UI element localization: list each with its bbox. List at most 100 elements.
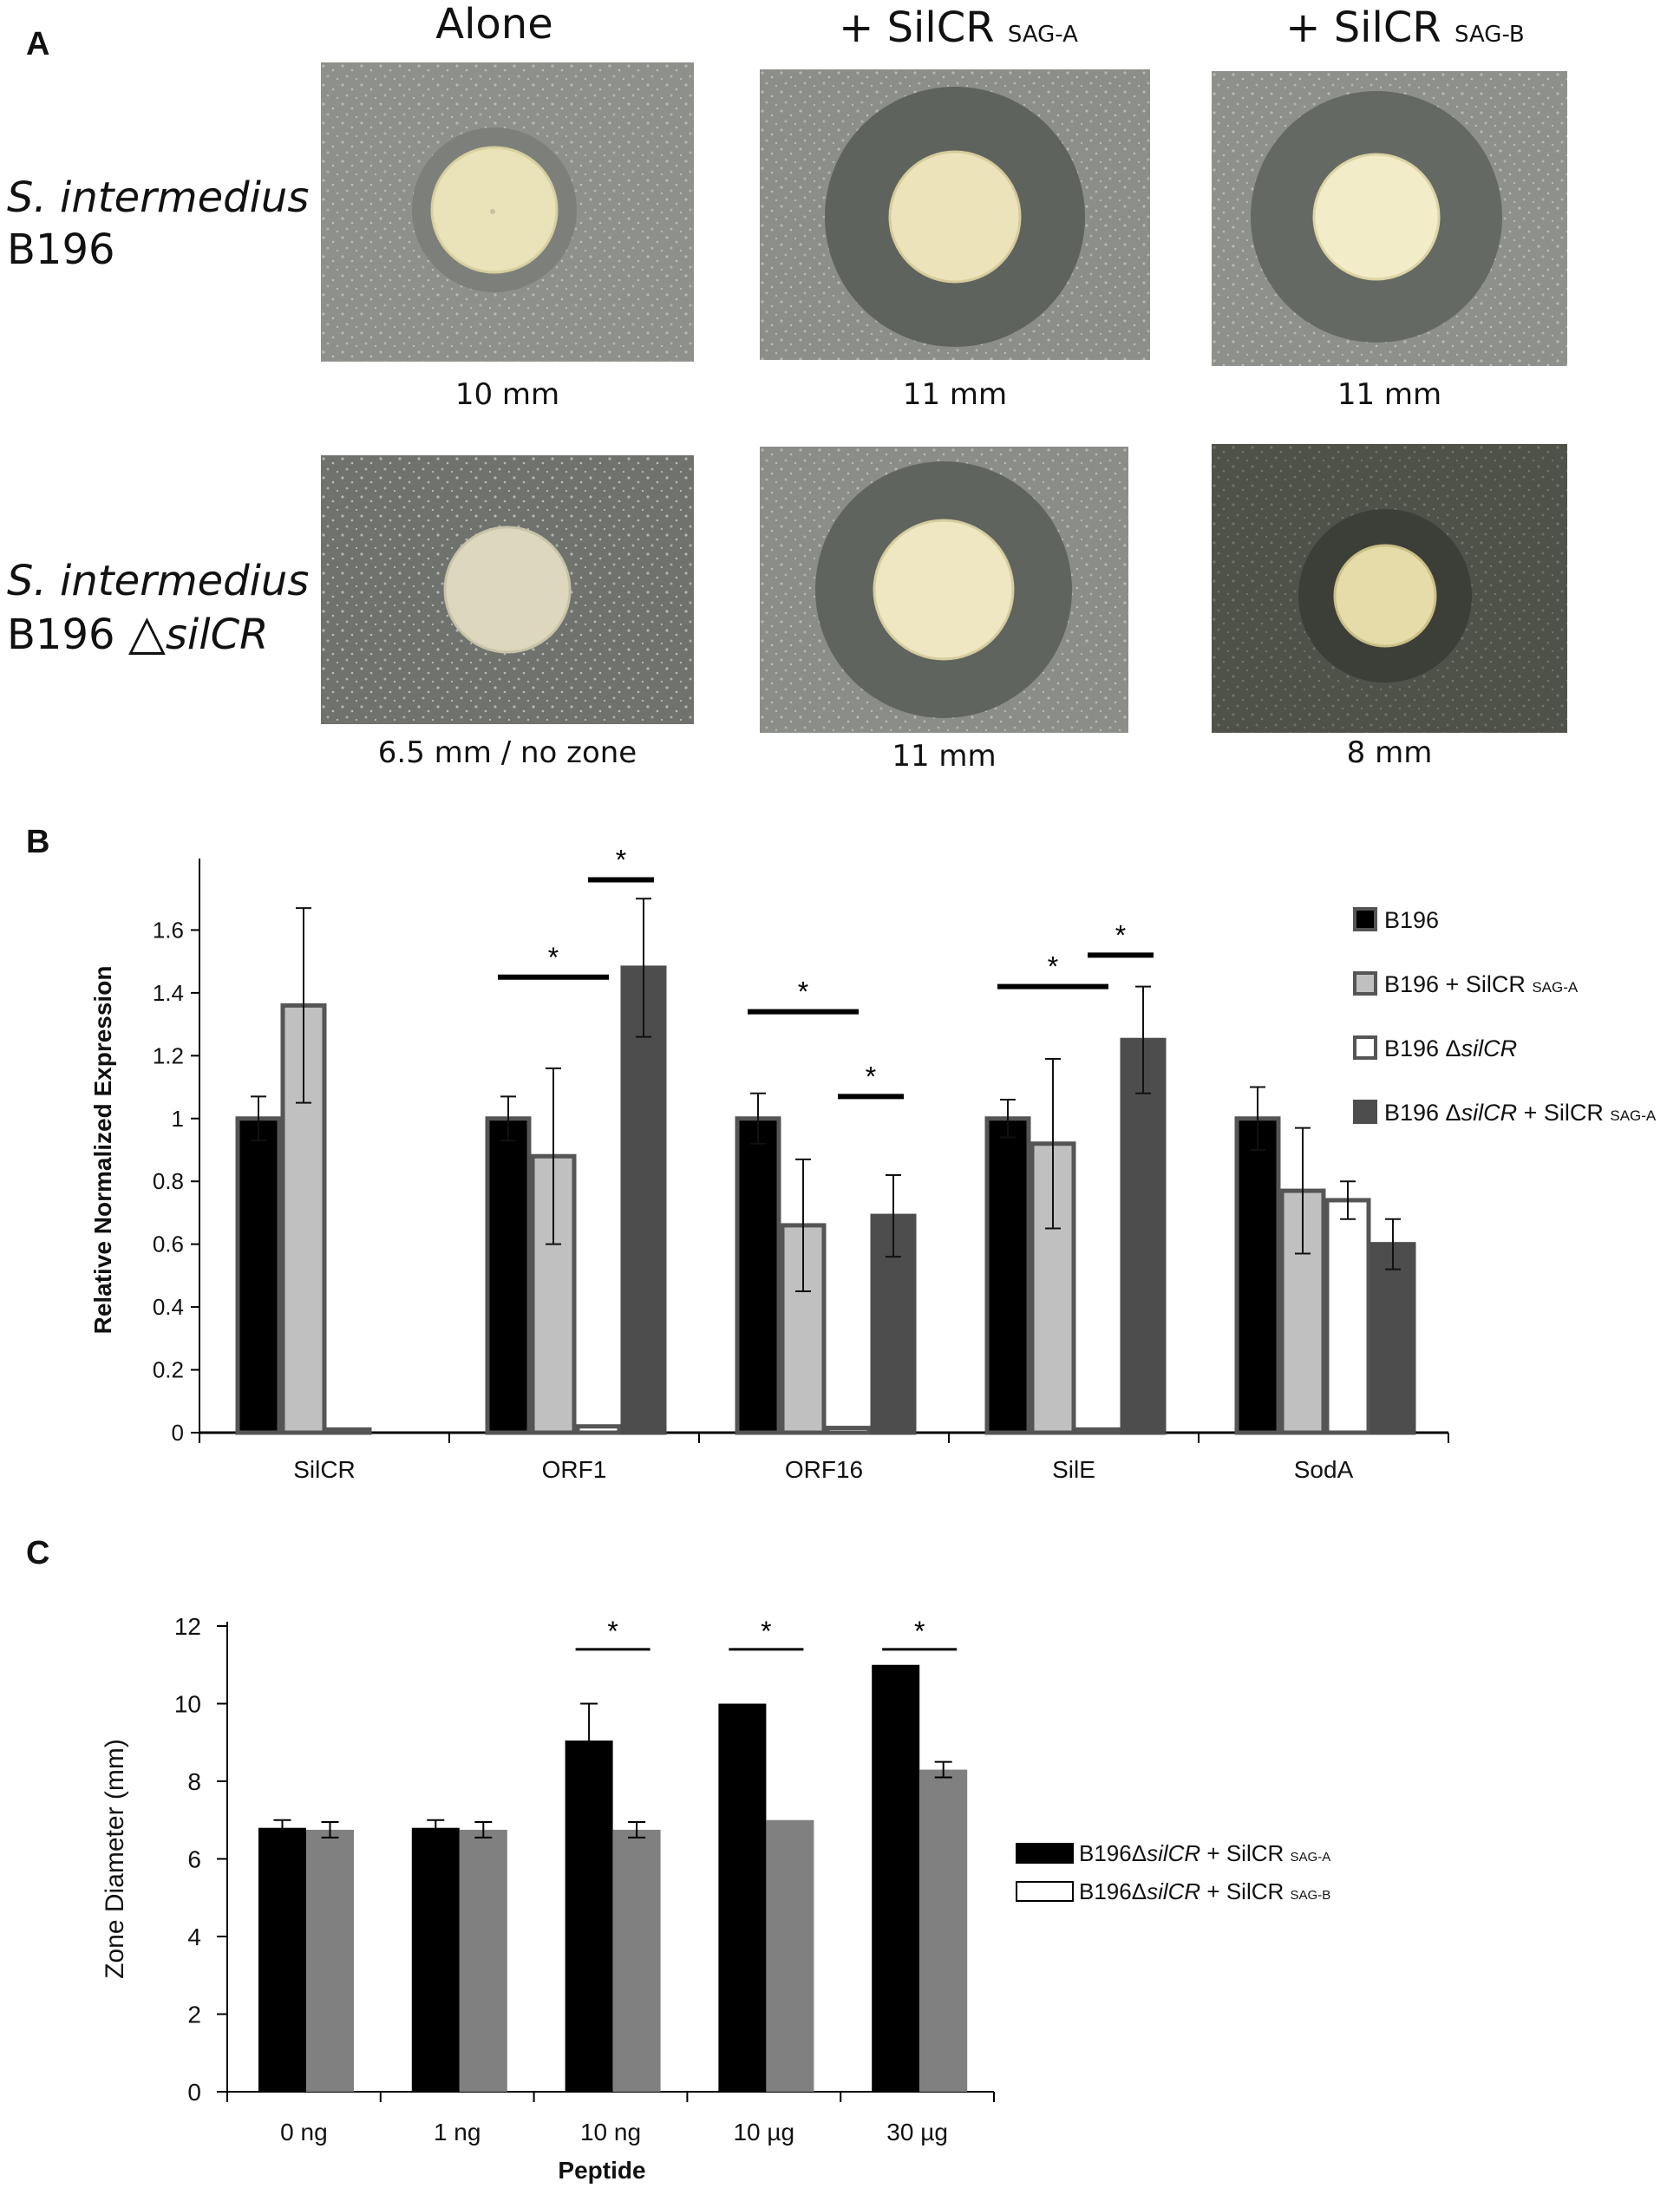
column-header-sag-a: + SilCR SAG-A [839, 3, 1078, 52]
column-header-sag-b: + SilCR SAG-B [1285, 3, 1525, 52]
bar [1120, 1037, 1167, 1435]
legend-label: B196 + SilCR SAG-A [1384, 971, 1579, 997]
y-tick-label: 2 [187, 2002, 201, 2028]
bar [459, 1829, 507, 2092]
significance-star: * [607, 1616, 618, 1647]
x-tick-label: 10 ng [580, 2119, 641, 2146]
bar [1324, 1198, 1371, 1435]
significance-star: * [548, 942, 559, 973]
plate-wt-alone [321, 62, 694, 362]
x-tick-label: SilE [1052, 1456, 1095, 1483]
legend-swatch [1016, 1881, 1074, 1902]
legend-swatch [1353, 971, 1377, 996]
y-tick-label: 0 [187, 2079, 201, 2106]
panel-a-letter: A [26, 26, 50, 62]
legend-swatch [1353, 907, 1377, 931]
legend-swatch [1016, 1843, 1074, 1864]
x-tick-label: SodA [1294, 1456, 1354, 1483]
bar [485, 1116, 532, 1435]
x-tick-label: 1 ng [434, 2119, 481, 2146]
plate-wt-sag-a-image [760, 69, 1150, 360]
x-axis-label: Peptide [558, 2157, 645, 2184]
significance-star: * [798, 976, 808, 1008]
strain-name: B196 [7, 611, 128, 659]
legend-label: B196 ΔsilCR + SilCR SAG-A [1384, 1100, 1657, 1126]
species-name: S. intermedius [7, 557, 310, 605]
y-tick-label: 0.6 [153, 1231, 184, 1257]
plate-mutant-alone [321, 455, 694, 724]
legend-label: B196 [1384, 907, 1439, 933]
y-tick-label: 1 [172, 1106, 184, 1132]
y-tick-label: 6 [187, 1846, 201, 1873]
significance-star: * [914, 1616, 925, 1647]
x-tick-label: ORF1 [542, 1456, 607, 1483]
significance-star: * [866, 1061, 876, 1092]
zone-diameter-chart: 0 2 4 6 8 10 12 0 ng 1 ng 10 ng 10 µg 30 µg Peptide Z… [101, 1613, 1330, 2184]
bar [718, 1703, 767, 2092]
x-tick-label: ORF16 [785, 1456, 863, 1483]
zone-label-mutant-sag-b: 8 mm [1346, 735, 1433, 770]
plate-mutant-sag-b [1212, 444, 1567, 733]
zone-label-wt-sag-b: 11 mm [1337, 377, 1442, 412]
bar [306, 1829, 354, 2092]
bar [565, 1741, 613, 2092]
bar [872, 1664, 920, 2092]
plate-wt-alone-image [321, 62, 694, 362]
delta-symbol: △ [127, 604, 166, 661]
row-label-wildtype: S. intermedius B196 [7, 172, 309, 276]
zone-label-mutant-sag-a: 11 mm [892, 739, 997, 774]
plate-wt-sag-a [760, 69, 1150, 360]
x-tick-label: 10 µg [733, 2119, 794, 2146]
x-tick-label: 30 µg [886, 2119, 948, 2146]
expression-chart: 0 0.2 0.4 0.6 0.8 1 1.2 1.4 1.6 SilCR ORF1 ORF16 Sil… [89, 844, 1657, 1483]
significance-star: * [1048, 951, 1058, 983]
zone-label-mutant-alone: 6.5 mm / no zone [377, 735, 637, 770]
y-tick-label: 0.8 [153, 1168, 184, 1194]
legend-swatch [1353, 1035, 1377, 1060]
bar [325, 1427, 372, 1435]
bar [984, 1116, 1031, 1435]
plate-mutant-sag-a-image [760, 447, 1128, 733]
bar [1369, 1242, 1416, 1435]
bar [1075, 1427, 1121, 1435]
species-name: S. intermedius [7, 173, 310, 222]
legend-label: B196 ΔsilCR [1384, 1035, 1517, 1061]
bar [1234, 1116, 1281, 1435]
x-tick-label: SilCR [293, 1456, 356, 1483]
y-tick-label: 1.6 [153, 917, 184, 943]
y-axis-label: Relative Normalized Expression [89, 966, 116, 1335]
bar [235, 1116, 282, 1435]
plate-mutant-sag-a [760, 447, 1128, 733]
x-tick-label: 0 ng [280, 2119, 328, 2146]
y-tick-label: 0.2 [153, 1357, 184, 1383]
y-tick-label: 0.4 [153, 1294, 184, 1320]
legend-label: B196ΔsilCR + SilCR SAG-A [1079, 1840, 1330, 1866]
y-tick-label: 1.2 [153, 1042, 184, 1068]
y-tick-label: 10 [174, 1691, 201, 1718]
plate-wt-sag-b-image [1212, 71, 1567, 366]
row-label-mutant: S. intermedius B196 △silCR [7, 555, 309, 661]
mutation-name: silCR [165, 611, 269, 659]
y-tick-label: 1.4 [153, 980, 184, 1006]
y-axis-label: Zone Diameter (mm) [101, 1739, 129, 1979]
bar [919, 1769, 968, 2092]
significance-star: * [761, 1616, 771, 1647]
zone-label-wt-sag-a: 11 mm [902, 377, 1008, 412]
strain-name: B196 [7, 225, 115, 274]
zone-label-wt-alone: 10 mm [454, 377, 560, 412]
significance-star: * [616, 844, 626, 875]
y-tick-label: 8 [187, 1768, 201, 1795]
bar [612, 1829, 661, 2092]
column-header-alone: Alone [435, 0, 553, 49]
plate-mutant-sag-b-image [1212, 444, 1567, 733]
bar [825, 1426, 872, 1435]
y-tick-label: 0 [172, 1420, 184, 1446]
panel-c-letter: C [26, 1535, 50, 1571]
bar [258, 1827, 306, 2092]
panel-b-letter: B [26, 824, 50, 860]
y-tick-label: 12 [174, 1613, 201, 1640]
bar [411, 1827, 460, 2092]
y-tick-label: 4 [187, 1923, 201, 1950]
bar [766, 1819, 814, 2092]
plate-mutant-alone-image [321, 455, 694, 724]
